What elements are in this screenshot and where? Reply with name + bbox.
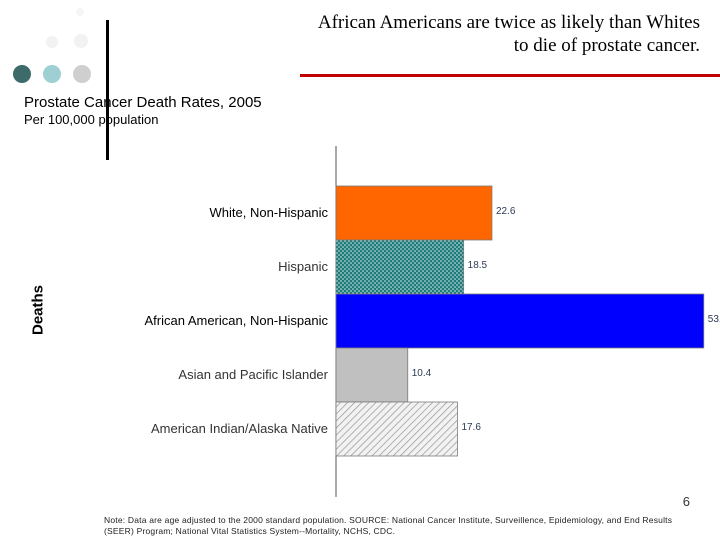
category-label: White, Non-Hispanic [210,205,329,220]
slide-title-line-2: to die of prostate cancer. [513,34,700,56]
decorative-red-rule [300,74,720,77]
decor-ghost-dot [46,36,58,48]
source-note: Note: Data are age adjusted to the 2000 … [104,515,673,536]
value-label: 53.3 [708,314,720,325]
bar [335,347,409,403]
value-label: 22.6 [496,206,516,217]
bar [335,293,705,349]
page-number: 6 [682,494,690,509]
decor-dot-light [43,65,61,83]
decorative-vertical-rule [106,20,109,160]
category-label: African American, Non-Hispanic [144,313,328,328]
slide-title: African Americans are twice as likely th… [140,12,700,58]
decor-ghost-dot [74,34,88,48]
chart-title: Prostate Cancer Death Rates, 2005 [24,94,262,111]
value-label: 17.6 [461,422,481,433]
category-label: American Indian/Alaska Native [151,421,328,436]
category-label: Asian and Pacific Islander [178,367,328,382]
bar [335,185,493,241]
decor-dot-dark [13,65,31,83]
category-label: Hispanic [278,259,328,274]
bar [335,239,465,295]
value-label: 18.5 [468,260,488,271]
value-label: 10.4 [412,368,432,379]
bar [335,401,458,457]
chart-subtitle: Per 100,000 population [24,112,159,127]
decor-ghost-dot [76,8,84,16]
decor-dot-gray [73,65,91,83]
slide-title-line-1: African Americans are twice as likely th… [317,12,700,33]
